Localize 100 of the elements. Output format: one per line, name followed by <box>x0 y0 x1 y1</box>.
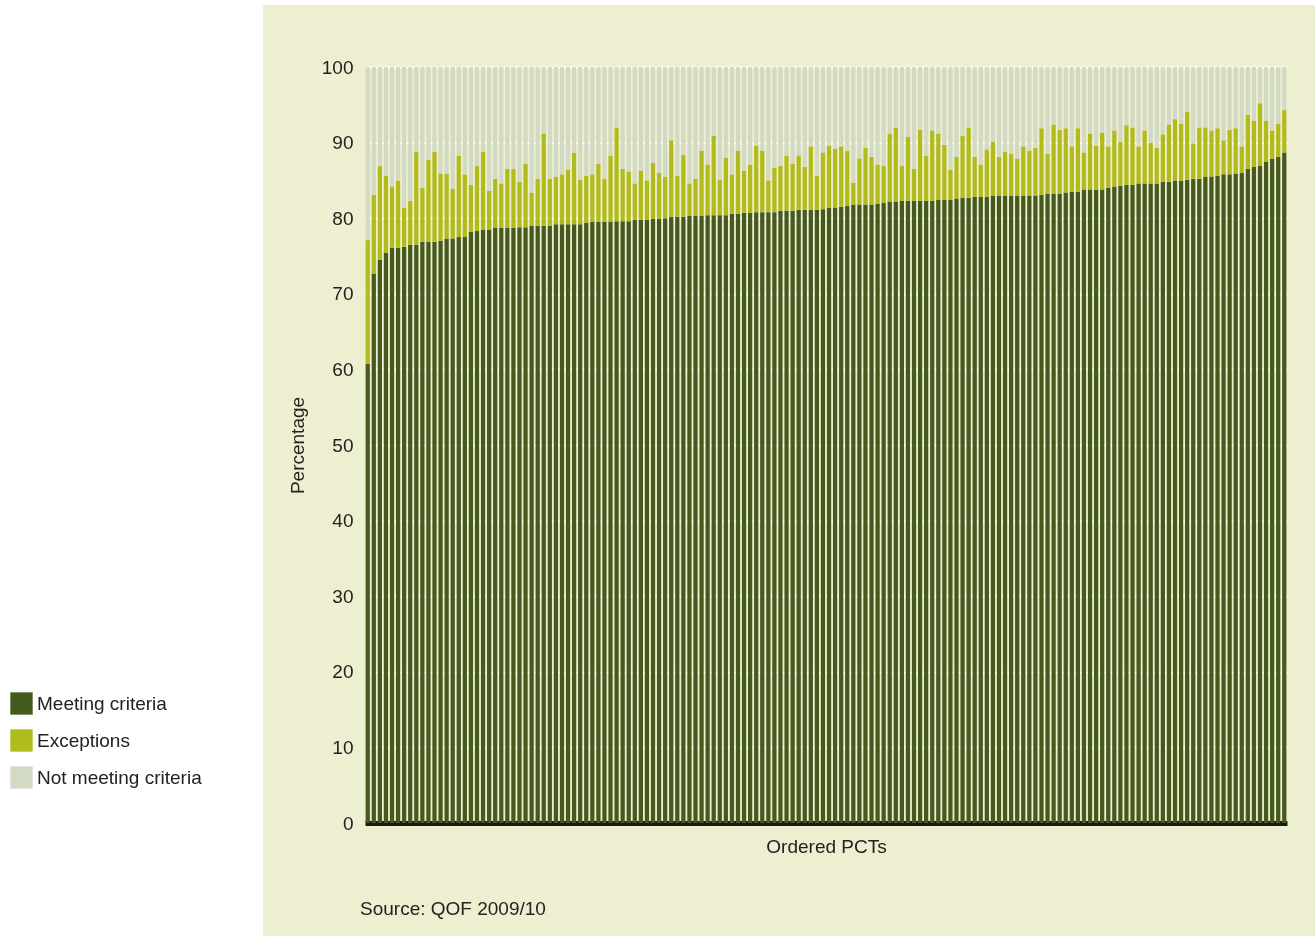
bar <box>1239 172 1244 823</box>
bar <box>735 67 741 151</box>
bar <box>414 151 419 245</box>
bar <box>717 67 722 180</box>
bar <box>656 67 662 173</box>
bar <box>1197 127 1202 179</box>
bar <box>1075 191 1081 823</box>
bar <box>1021 195 1026 823</box>
bar <box>1233 128 1238 174</box>
bar <box>905 200 911 823</box>
bar <box>1197 67 1202 128</box>
bar <box>1002 195 1008 823</box>
bar <box>493 178 498 229</box>
bar <box>1282 67 1287 111</box>
y-tick-label: 60 <box>332 358 354 380</box>
bar <box>559 174 565 225</box>
bar <box>487 229 492 823</box>
bar <box>371 194 376 274</box>
bar <box>1154 183 1159 823</box>
bar <box>796 209 801 823</box>
bar <box>450 67 455 189</box>
bar <box>851 204 856 823</box>
bar <box>571 67 577 153</box>
bar <box>887 201 892 823</box>
bar <box>1282 152 1287 823</box>
bar <box>450 238 455 823</box>
bar <box>1142 67 1147 131</box>
bar <box>978 164 983 198</box>
bar <box>972 197 977 823</box>
bar <box>936 67 941 134</box>
bar <box>802 209 807 823</box>
bar <box>1093 145 1099 190</box>
bar <box>802 67 807 167</box>
bar <box>917 67 923 130</box>
bar <box>1227 174 1232 823</box>
y-tick-label: 90 <box>332 132 354 154</box>
bar <box>663 176 668 219</box>
bar <box>911 200 917 823</box>
bar <box>1233 173 1238 823</box>
bar <box>1002 67 1008 152</box>
bar <box>845 67 850 151</box>
bar <box>735 150 741 214</box>
bar <box>414 67 419 152</box>
bar <box>1227 67 1232 130</box>
bar <box>408 244 413 823</box>
y-tick-label: 100 <box>321 56 354 78</box>
bar <box>499 228 504 823</box>
bar <box>402 207 407 247</box>
bar <box>377 166 382 260</box>
bar <box>893 201 898 823</box>
bar <box>851 182 856 205</box>
bar <box>584 175 589 223</box>
legend-label: Meeting criteria <box>37 692 168 714</box>
bar <box>826 145 832 208</box>
bar <box>395 180 401 248</box>
bar <box>766 67 771 181</box>
bar <box>663 67 668 177</box>
bar <box>826 207 832 823</box>
bar <box>462 237 467 823</box>
bar <box>1197 178 1202 823</box>
bar <box>547 67 552 179</box>
bar <box>1203 67 1208 128</box>
bar <box>911 67 917 170</box>
bar <box>553 176 559 225</box>
bar <box>626 67 631 172</box>
bar <box>584 222 589 823</box>
bar <box>808 209 813 823</box>
bar <box>911 169 917 201</box>
bar <box>644 180 650 220</box>
bar <box>1276 123 1281 157</box>
bar <box>414 244 419 823</box>
bar <box>881 203 886 823</box>
bar <box>760 212 765 823</box>
bar <box>541 225 546 823</box>
bar <box>1191 143 1196 179</box>
bar <box>1093 67 1099 146</box>
bar <box>1257 103 1263 167</box>
bar <box>917 129 923 201</box>
bar <box>408 200 413 245</box>
bar <box>547 178 552 226</box>
bar <box>402 67 407 208</box>
bar <box>468 231 474 823</box>
bar <box>535 67 540 179</box>
bar <box>620 221 625 823</box>
bar <box>669 140 674 217</box>
bar <box>924 200 929 823</box>
bar <box>565 67 571 170</box>
bar <box>754 67 759 146</box>
bar <box>578 179 583 225</box>
bar <box>741 170 747 213</box>
bar <box>1191 67 1196 144</box>
bar <box>899 166 904 201</box>
bar <box>1075 128 1081 192</box>
bar <box>365 364 370 823</box>
bar <box>1087 67 1093 134</box>
y-tick-label: 70 <box>332 283 354 305</box>
bar <box>832 67 838 149</box>
bar <box>881 166 886 204</box>
bar <box>966 67 971 128</box>
bar <box>748 164 753 213</box>
